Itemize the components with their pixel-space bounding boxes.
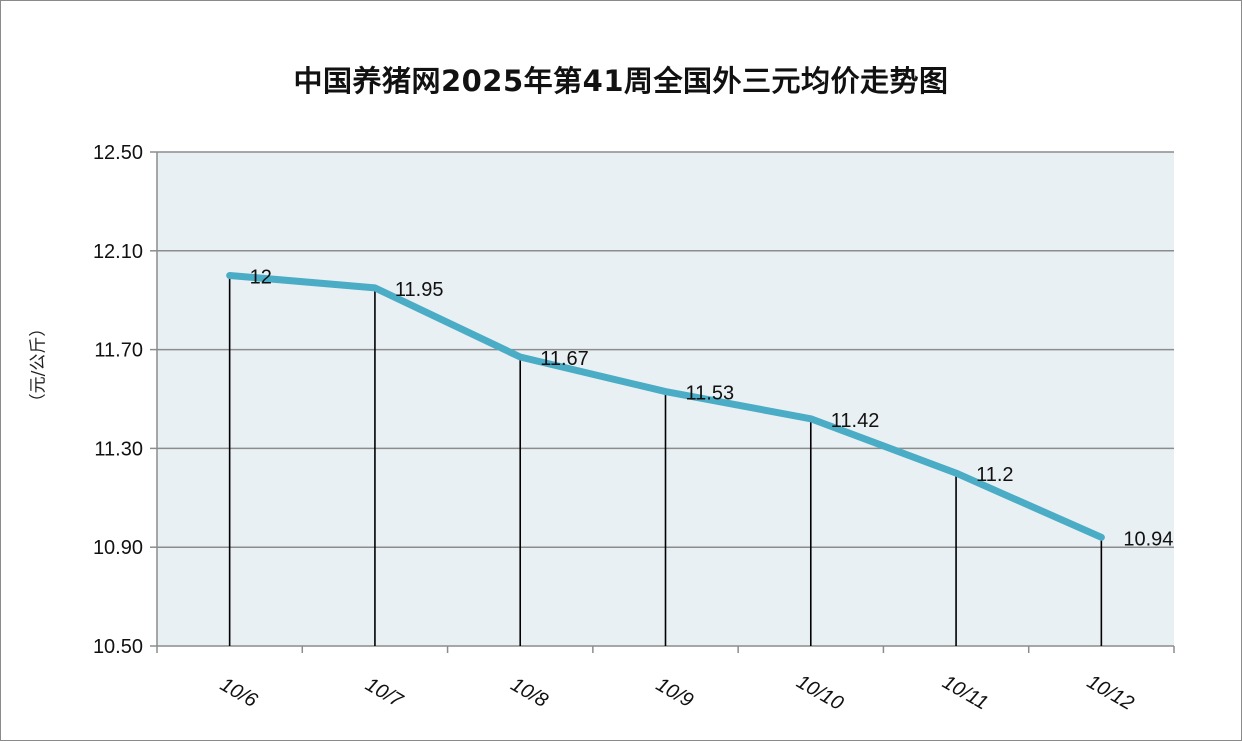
data-point bbox=[517, 354, 523, 360]
x-tick-label: 10/12 bbox=[1083, 671, 1137, 715]
y-tick-label: 11.30 bbox=[94, 438, 143, 460]
data-label: 12 bbox=[250, 267, 272, 289]
data-point bbox=[953, 470, 959, 476]
data-label: 11.42 bbox=[831, 410, 880, 432]
x-tick-label: 10/7 bbox=[362, 674, 407, 713]
data-label: 11.53 bbox=[686, 383, 735, 405]
data-label: 11.95 bbox=[395, 279, 444, 301]
y-tick-label: 10.90 bbox=[93, 537, 143, 559]
data-point bbox=[663, 389, 668, 395]
y-tick-label: 12.50 bbox=[93, 142, 143, 164]
x-tick-label: 10/6 bbox=[216, 674, 261, 713]
data-point bbox=[372, 285, 378, 291]
chart-title: 中国养猪网2025年第41周全国外三元均价走势图 bbox=[293, 64, 949, 98]
data-point bbox=[1098, 534, 1104, 540]
data-point bbox=[808, 416, 814, 422]
data-label: 11.2 bbox=[976, 464, 1013, 486]
y-tick-label: 11.70 bbox=[94, 340, 143, 362]
x-tick-label: 10/9 bbox=[652, 674, 697, 713]
data-label: 10.94 bbox=[1123, 528, 1173, 550]
x-tick-label: 10/11 bbox=[939, 671, 992, 714]
y-tick-label: 10.50 bbox=[93, 636, 143, 658]
y-tick-label: 12.10 bbox=[93, 241, 143, 263]
data-point bbox=[227, 273, 233, 278]
x-tick-label: 10/10 bbox=[793, 671, 847, 715]
data-label: 11.67 bbox=[540, 348, 589, 370]
x-tick-label: 10/8 bbox=[507, 674, 552, 713]
